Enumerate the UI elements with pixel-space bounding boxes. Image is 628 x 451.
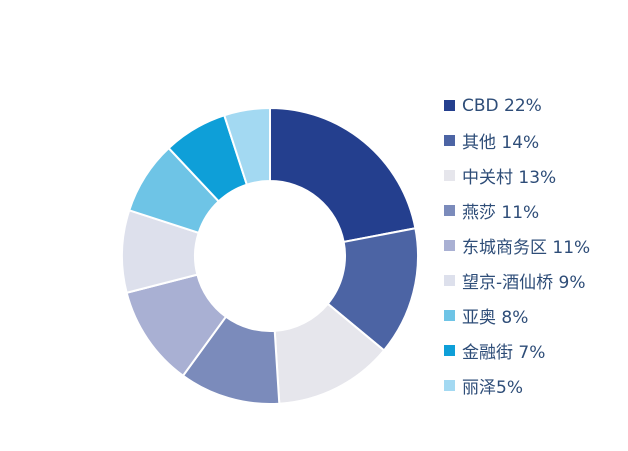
legend-item-0: CBD 22% xyxy=(444,88,590,123)
legend-label: 金融街 7% xyxy=(462,343,546,363)
legend-item-8: 丽泽5% xyxy=(444,368,590,403)
legend-item-3: 燕莎 11% xyxy=(444,193,590,228)
legend-swatch xyxy=(444,380,455,391)
legend-item-6: 亚奥 8% xyxy=(444,298,590,333)
donut-slice-8 xyxy=(223,106,271,186)
legend-label: 中关村 13% xyxy=(462,168,557,188)
legend-item-4: 东城商务区 11% xyxy=(444,228,590,263)
legend-label: 其他 14% xyxy=(462,133,540,153)
legend-label: 东城商务区 11% xyxy=(462,238,591,258)
donut-slice-0 xyxy=(269,106,417,244)
legend-swatch xyxy=(444,345,455,356)
legend-swatch xyxy=(444,240,455,251)
legend-swatch xyxy=(444,275,455,286)
legend-swatch xyxy=(444,135,455,146)
legend-item-1: 其他 14% xyxy=(444,123,590,158)
legend-swatch xyxy=(444,310,455,321)
legend-swatch xyxy=(444,170,455,181)
chart-legend: CBD 22% 其他 14% 中关村 13% 燕莎 11% 东城商务区 11% 望京-酒仙… xyxy=(444,88,590,403)
legend-item-5: 望京-酒仙桥 9% xyxy=(444,263,590,298)
legend-label: 亚奥 8% xyxy=(462,308,529,328)
legend-item-2: 中关村 13% xyxy=(444,158,590,193)
legend-label: 丽泽5% xyxy=(462,378,523,398)
legend-item-7: 金融街 7% xyxy=(444,333,590,368)
legend-label: 燕莎 11% xyxy=(462,203,540,223)
legend-label: CBD 22% xyxy=(462,95,542,116)
legend-swatch xyxy=(444,100,455,111)
legend-swatch xyxy=(444,205,455,216)
legend-label: 望京-酒仙桥 9% xyxy=(462,273,586,293)
